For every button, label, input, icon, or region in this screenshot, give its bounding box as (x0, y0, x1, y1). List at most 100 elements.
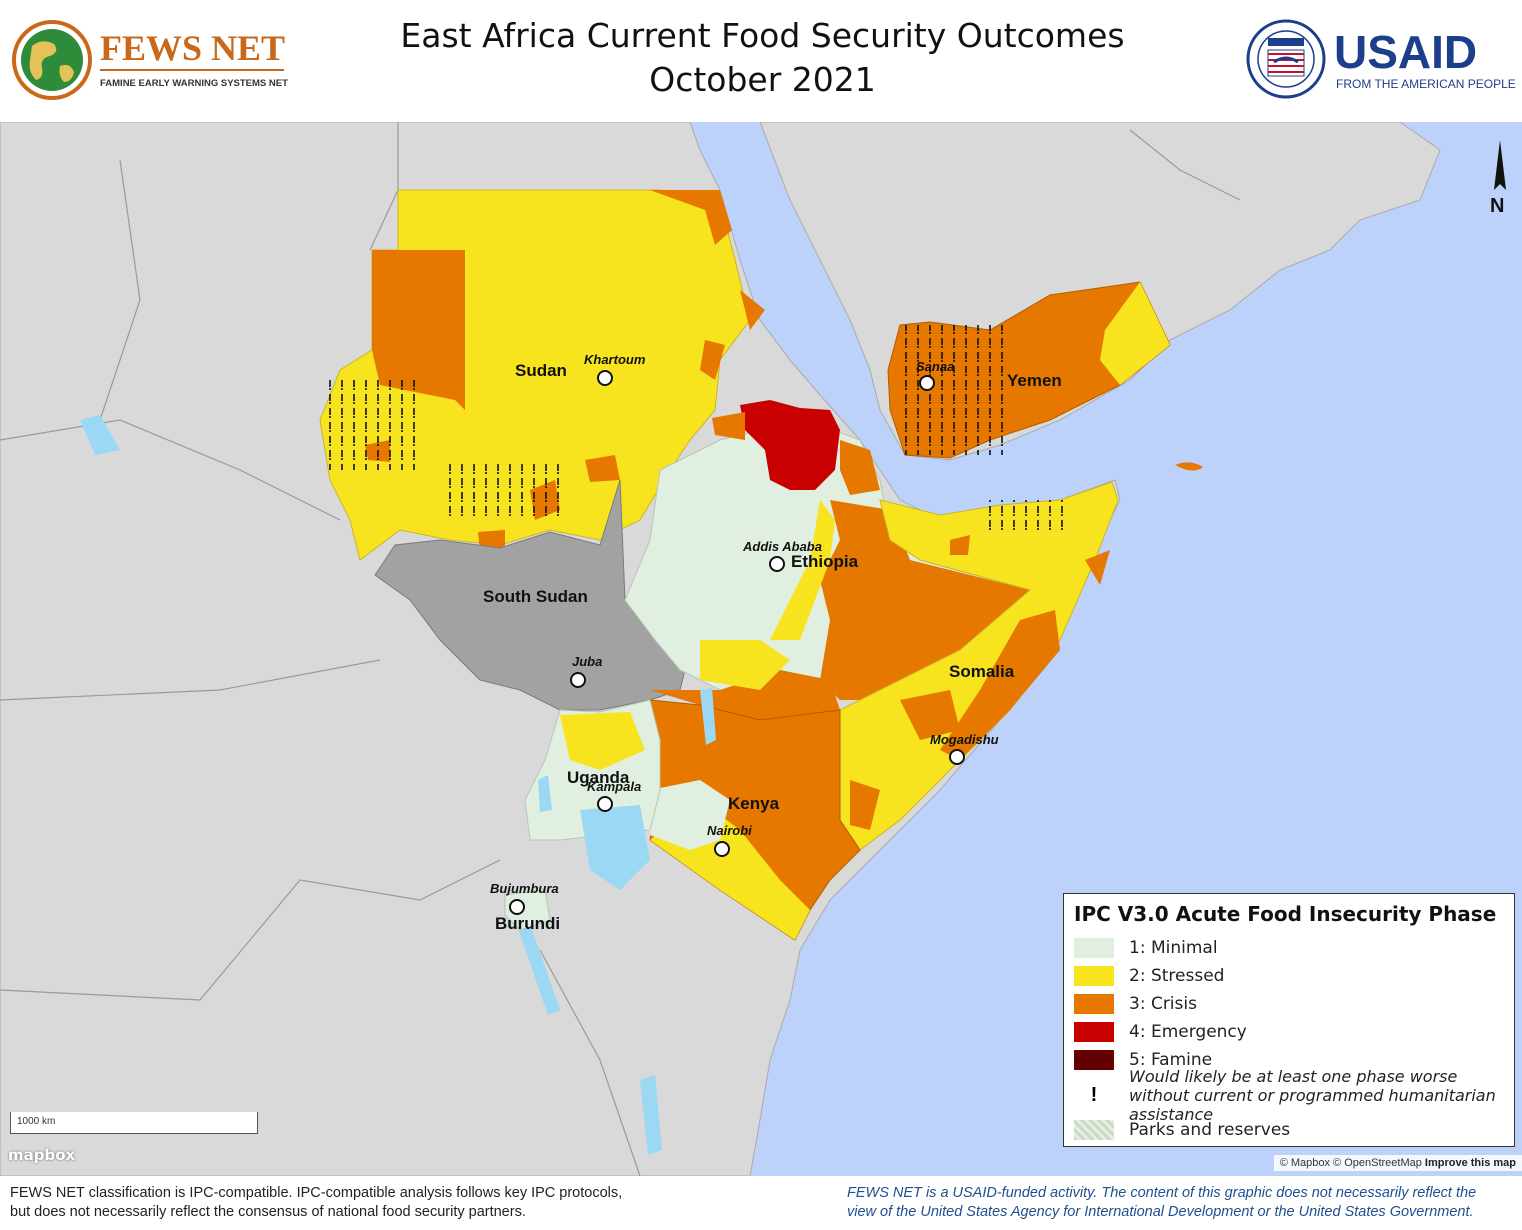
juba-marker (570, 672, 586, 688)
bujumbura-marker (509, 899, 525, 915)
label-juba: Juba (572, 654, 602, 669)
legend-item-parks: Parks and reserves (1074, 1116, 1504, 1144)
swatch-emergency (1074, 1022, 1114, 1042)
label-south-sudan: South Sudan (483, 587, 588, 606)
label-kenya: Kenya (728, 794, 780, 813)
gedo-crisis (850, 780, 880, 830)
somaliland-crisis (950, 535, 970, 555)
kenya-minimal (650, 780, 730, 850)
ethiopia-crisis (820, 500, 1030, 700)
lake-turkana (700, 688, 716, 745)
ethiopia-stressed-2 (700, 640, 790, 690)
legend-label: Parks and reserves (1129, 1120, 1291, 1140)
khartoum-marker (597, 370, 613, 386)
header: FEWS NET FAMINE EARLY WARNING SYSTEMS NE… (0, 0, 1522, 122)
swatch-stressed (1074, 966, 1114, 986)
yemen-stressed (1100, 282, 1170, 385)
label-yemen: Yemen (1007, 371, 1062, 390)
lake-victoria (580, 805, 650, 890)
scale-label: 1000 km (17, 1116, 56, 1127)
legend-item-crisis: 3: Crisis (1074, 990, 1504, 1018)
kassala-crisis (740, 290, 765, 330)
somalia-north-crisis (1085, 550, 1110, 585)
label-ethiopia: Ethiopia (791, 552, 859, 571)
title-line-2: October 2021 (649, 60, 876, 99)
swatch-crisis (1074, 994, 1114, 1014)
swatch-famine (1074, 1050, 1114, 1070)
sanaa-marker (919, 375, 935, 391)
country-labels: Sudan South Sudan Ethiopia Yemen Somalia… (483, 361, 1062, 933)
usaid-logo-text: USAID (1334, 26, 1477, 78)
legend-label: 2: Stressed (1129, 966, 1225, 986)
lake-tanganyika (515, 918, 560, 1015)
usaid-logo: USAID FROM THE AMERICAN PEOPLE (1246, 19, 1516, 99)
legend-label: 3: Crisis (1129, 994, 1197, 1014)
mogadishu-marker (949, 749, 965, 765)
nairobi-marker (714, 841, 730, 857)
footer-disclaimer-left: FEWS NET classification is IPC-compatibl… (10, 1185, 623, 1220)
map-attribution: © Mapbox © OpenStreetMap Improve this ma… (1273, 1155, 1522, 1171)
city-labels: Khartoum Addis Ababa Sanaa Juba Mogadish… (490, 352, 999, 896)
darfur-crisis (372, 250, 465, 410)
ethiopia-stressed (770, 500, 835, 640)
label-khartoum: Khartoum (584, 352, 646, 367)
somalia-crisis (940, 610, 1060, 760)
socotra (1175, 462, 1203, 471)
legend-item-emergency: 4: Emergency (1074, 1018, 1504, 1046)
mapbox-logo[interactable]: mapbox (8, 1146, 76, 1164)
legend-assistance-note: Would likely be at least one phase worse… (1129, 1066, 1496, 1124)
east-sudan-crisis (700, 340, 725, 380)
label-uganda: Uganda (567, 768, 630, 787)
label-addis-ababa: Addis Ababa (742, 539, 822, 554)
lake-chad (80, 415, 120, 455)
label-somalia: Somalia (949, 662, 1015, 681)
label-burundi: Burundi (495, 914, 560, 933)
legend-label: 1: Minimal (1129, 938, 1218, 958)
map-legend: IPC V3.0 Acute Food Insecurity Phase 1: … (1063, 893, 1515, 1147)
title-line-1: East Africa Current Food Security Outcom… (400, 16, 1125, 55)
legend-label: 5: Famine (1129, 1050, 1213, 1070)
yemen-assistance-hatch (895, 325, 1005, 455)
label-kampala: Kampala (587, 779, 641, 794)
north-arrow-label: N (1490, 195, 1504, 217)
fews-net-logo: FEWS NET FAMINE EARLY WARNING SYSTEMS NE… (12, 20, 288, 100)
somalia-region (839, 481, 1119, 851)
swatch-minimal (1074, 938, 1114, 958)
fews-logo-subtext: FAMINE EARLY WARNING SYSTEMS NETWORK (100, 78, 288, 89)
lake-albert (538, 775, 552, 812)
kampala-marker (597, 796, 613, 812)
improve-map-link[interactable]: Improve this map (1424, 1157, 1516, 1169)
south-kordofan-crisis (585, 455, 620, 482)
sudan-assistance-hatch (325, 380, 415, 470)
addis-ababa-marker (769, 556, 785, 572)
legend-item-famine: 5: Famine (1074, 1046, 1504, 1074)
legend-item-assistance: ! Would likely be at least one phase wor… (1074, 1067, 1504, 1124)
label-bujumbura: Bujumbura (490, 881, 559, 896)
legend-item-stressed: 2: Stressed (1074, 962, 1504, 990)
uganda-karamoja-stressed (560, 712, 645, 770)
label-mogadishu: Mogadishu (930, 732, 999, 747)
sudan-assistance-hatch-2 (440, 460, 560, 520)
fews-logo-text: FEWS NET (100, 28, 285, 68)
capital-markers (509, 370, 965, 915)
somalia-assistance-hatch (985, 500, 1065, 530)
usaid-logo-subtext: FROM THE AMERICAN PEOPLE (1336, 77, 1516, 91)
legend-title: IPC V3.0 Acute Food Insecurity Phase (1074, 902, 1497, 926)
country-borders (0, 122, 1241, 1176)
red-sea-crisis (650, 190, 732, 245)
footer-disclaimer-right: FEWS NET is a USAID-funded activity. The… (847, 1185, 1477, 1220)
scale-bar: 1000 km (10, 1112, 258, 1134)
ethiopia-south-crisis (650, 670, 840, 720)
swatch-parks (1074, 1120, 1114, 1140)
legend-item-minimal: 1: Minimal (1074, 934, 1504, 962)
label-nairobi: Nairobi (707, 823, 752, 838)
label-sanaa: Sanaa (916, 359, 954, 374)
page-title: East Africa Current Food Security Outcom… (390, 14, 1135, 102)
afar-crisis (840, 440, 880, 495)
exclamation-icon: ! (1090, 1083, 1098, 1106)
north-arrow-icon: N (1490, 140, 1506, 217)
tigray-west-crisis (712, 412, 745, 440)
attribution-text: © Mapbox © OpenStreetMap (1279, 1157, 1422, 1169)
lake-malawi (640, 1075, 662, 1155)
legend-label: 4: Emergency (1129, 1022, 1247, 1042)
